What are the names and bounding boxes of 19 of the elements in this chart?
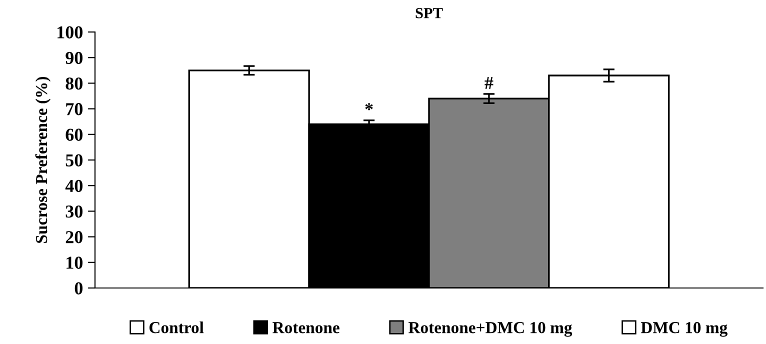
- data-label: #: [484, 77, 494, 89]
- legend-label: DMC 10 mg: [640, 322, 728, 337]
- legend-label: Control: [149, 322, 204, 334]
- y-tick-label: 60: [66, 128, 83, 141]
- y-tick-label: 20: [66, 231, 83, 244]
- legend-label: Rotenone+DMC 10 mg: [408, 322, 572, 337]
- y-tick-label: 100: [58, 26, 83, 38]
- y-tick-label: 90: [66, 52, 83, 64]
- y-tick-label: 10: [66, 256, 83, 269]
- data-label: *: [365, 103, 373, 110]
- y-tick-label: 80: [66, 77, 83, 90]
- y-tick-label: 50: [66, 154, 83, 166]
- y-tick-label: 30: [66, 205, 83, 218]
- y-tick-label: 40: [65, 180, 83, 192]
- legend-label: Rotenone: [272, 322, 340, 334]
- chart-title: SPT: [416, 8, 443, 18]
- y-tick-label: 70: [66, 103, 83, 116]
- y-tick-label: 0: [74, 282, 83, 294]
- y-axis-title: Sucrose Preference (%): [35, 76, 51, 243]
